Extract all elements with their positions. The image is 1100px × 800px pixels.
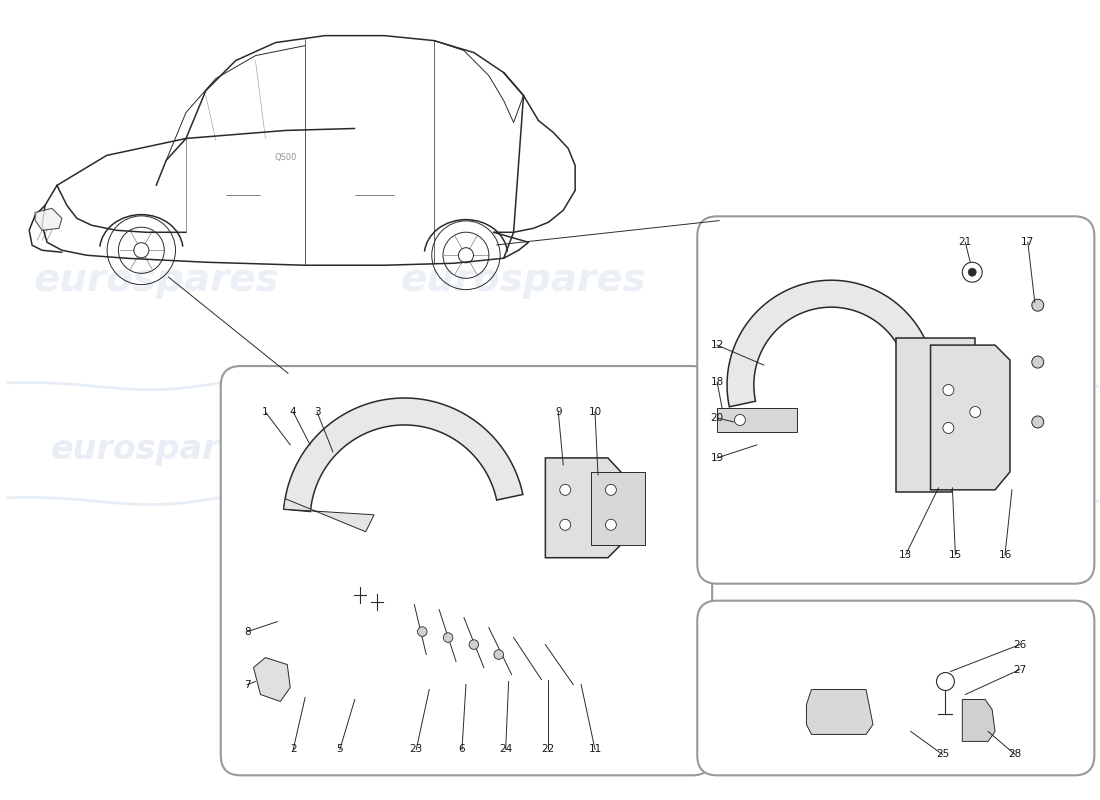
Text: 1: 1 (262, 407, 268, 417)
Text: 26: 26 (1013, 639, 1026, 650)
Text: eurospares: eurospares (448, 434, 659, 466)
Text: eurospares: eurospares (33, 262, 279, 299)
Polygon shape (591, 472, 645, 545)
Circle shape (443, 633, 453, 642)
Circle shape (943, 422, 954, 434)
FancyBboxPatch shape (697, 216, 1094, 584)
Polygon shape (717, 408, 796, 432)
Circle shape (1032, 299, 1044, 311)
Text: 12: 12 (711, 340, 724, 350)
Text: 5: 5 (337, 744, 343, 754)
Text: 16: 16 (999, 550, 1012, 560)
Text: 24: 24 (499, 744, 513, 754)
Text: 6: 6 (459, 744, 465, 754)
Text: 18: 18 (711, 377, 724, 387)
Text: 22: 22 (541, 744, 556, 754)
Circle shape (970, 406, 981, 418)
Polygon shape (895, 338, 976, 492)
Circle shape (560, 484, 571, 495)
Text: 11: 11 (588, 744, 602, 754)
Polygon shape (546, 458, 620, 558)
Polygon shape (727, 280, 935, 407)
Text: 4: 4 (290, 407, 297, 417)
Text: 21: 21 (959, 238, 972, 247)
FancyBboxPatch shape (221, 366, 712, 775)
Circle shape (560, 519, 571, 530)
Polygon shape (284, 498, 374, 532)
Polygon shape (931, 345, 1010, 490)
Text: 7: 7 (244, 679, 251, 690)
Text: 10: 10 (588, 407, 602, 417)
Text: 25: 25 (936, 750, 949, 759)
Text: 3: 3 (314, 407, 320, 417)
Text: 17: 17 (1021, 238, 1034, 247)
Circle shape (418, 627, 427, 636)
Text: 27: 27 (1013, 665, 1026, 674)
Text: eurospares: eurospares (400, 262, 647, 299)
Text: 23: 23 (409, 744, 422, 754)
Text: 8: 8 (244, 626, 251, 637)
Text: 13: 13 (899, 550, 912, 560)
Circle shape (469, 640, 478, 650)
Text: eurospares: eurospares (51, 434, 262, 466)
Circle shape (943, 385, 954, 395)
Circle shape (494, 650, 504, 659)
Polygon shape (962, 699, 996, 742)
Text: QS00: QS00 (274, 154, 297, 162)
Text: 15: 15 (948, 550, 962, 560)
Circle shape (1032, 416, 1044, 428)
Circle shape (735, 414, 746, 426)
Circle shape (968, 268, 976, 276)
Circle shape (605, 484, 616, 495)
FancyBboxPatch shape (697, 601, 1094, 775)
Circle shape (1032, 356, 1044, 368)
Text: 28: 28 (1009, 750, 1022, 759)
Text: 19: 19 (711, 453, 724, 463)
Text: 9: 9 (556, 407, 562, 417)
Polygon shape (806, 690, 873, 734)
Polygon shape (253, 658, 290, 702)
Polygon shape (284, 398, 522, 511)
Text: 2: 2 (290, 744, 297, 754)
Text: 20: 20 (711, 413, 724, 423)
Circle shape (605, 519, 616, 530)
Polygon shape (35, 208, 62, 230)
